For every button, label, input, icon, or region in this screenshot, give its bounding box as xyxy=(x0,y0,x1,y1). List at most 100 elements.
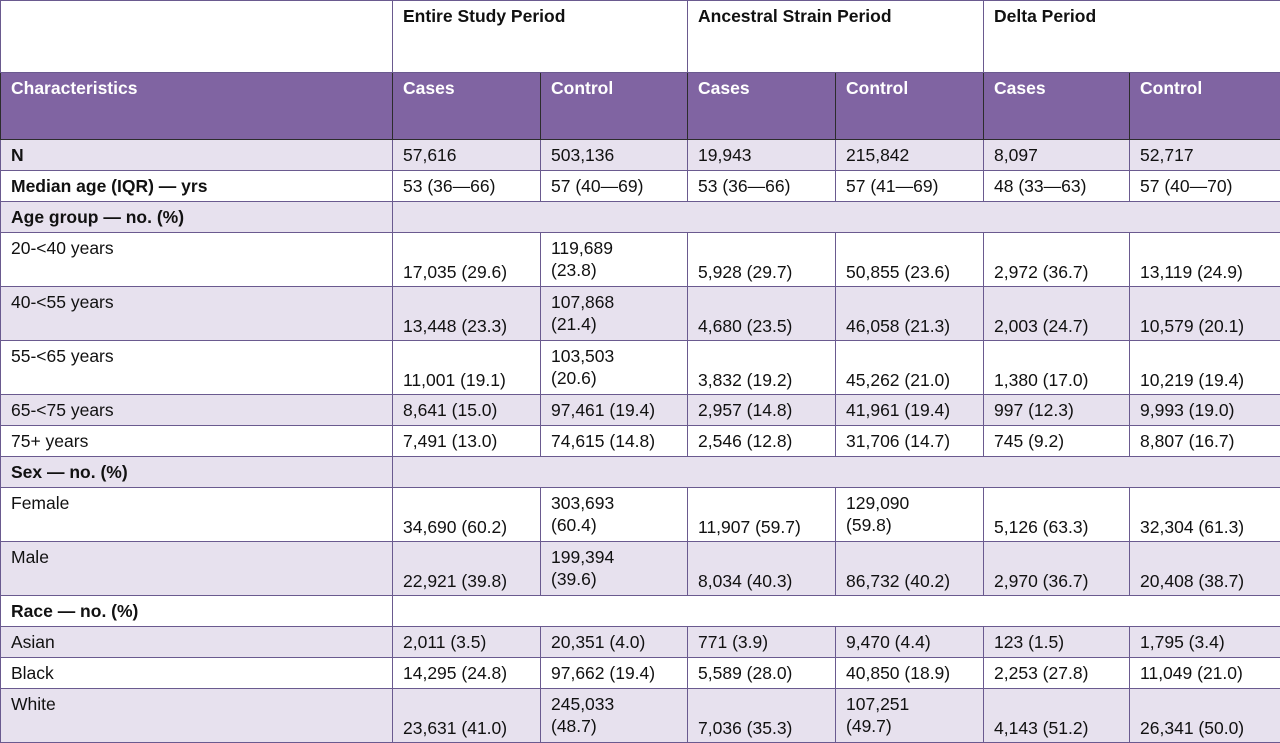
cell-value: 303,693(60.4) xyxy=(541,488,688,542)
cell-value: 20,351 (4.0) xyxy=(541,627,688,658)
table-row-age-40-55: 40-<55 years 13,448 (23.3) 107,868(21.4)… xyxy=(1,287,1280,341)
cell-value: 5,928 (29.7) xyxy=(688,233,836,287)
ancestral-cases-header: Cases xyxy=(688,73,836,140)
table-row-median-age: Median age (IQR) — yrs 53 (36—66) 57 (40… xyxy=(1,171,1280,202)
cell-value: 745 (9.2) xyxy=(984,426,1130,457)
table-row-asian: Asian 2,011 (3.5) 20,351 (4.0) 771 (3.9)… xyxy=(1,627,1280,658)
cell-value: 74,615 (14.8) xyxy=(541,426,688,457)
cell-value: 4,680 (23.5) xyxy=(688,287,836,341)
delta-control-header: Control xyxy=(1130,73,1280,140)
table-row-female: Female 34,690 (60.2) 303,693(60.4) 11,90… xyxy=(1,488,1280,542)
cell-value: 57 (40—70) xyxy=(1130,171,1280,202)
section-filler xyxy=(393,596,1280,627)
cell-value: 4,143 (51.2) xyxy=(984,689,1130,743)
cell-value: 2,253 (27.8) xyxy=(984,658,1130,689)
cell-value: 199,394(39.6) xyxy=(541,542,688,596)
cell-value: 503,136 xyxy=(541,140,688,171)
table-row-black: Black 14,295 (24.8) 97,662 (19.4) 5,589 … xyxy=(1,658,1280,689)
cell-value: 45,262 (21.0) xyxy=(836,341,984,395)
cell-value: 5,126 (63.3) xyxy=(984,488,1130,542)
cell-value: 31,706 (14.7) xyxy=(836,426,984,457)
cell-value: 2,546 (12.8) xyxy=(688,426,836,457)
cell-value: 8,807 (16.7) xyxy=(1130,426,1280,457)
row-label: Asian xyxy=(1,627,393,658)
row-label: 65-<75 years xyxy=(1,395,393,426)
section-row-race: Race — no. (%) xyxy=(1,596,1280,627)
row-label: Female xyxy=(1,488,393,542)
section-filler xyxy=(393,202,1280,233)
section-label: Sex — no. (%) xyxy=(1,457,393,488)
row-label: 75+ years xyxy=(1,426,393,457)
cell-value: 52,717 xyxy=(1130,140,1280,171)
cell-value: 8,641 (15.0) xyxy=(393,395,541,426)
entire-cases-header: Cases xyxy=(393,73,541,140)
table-row-male: Male 22,921 (39.8) 199,394(39.6) 8,034 (… xyxy=(1,542,1280,596)
cell-value: 7,036 (35.3) xyxy=(688,689,836,743)
section-row-age-group: Age group — no. (%) xyxy=(1,202,1280,233)
cell-value: 2,957 (14.8) xyxy=(688,395,836,426)
cell-value: 1,795 (3.4) xyxy=(1130,627,1280,658)
period-ancestral: Ancestral Strain Period xyxy=(688,1,984,73)
cell-value: 5,589 (28.0) xyxy=(688,658,836,689)
cell-value: 123 (1.5) xyxy=(984,627,1130,658)
table-row-age-75-plus: 75+ years 7,491 (13.0) 74,615 (14.8) 2,5… xyxy=(1,426,1280,457)
section-label: Race — no. (%) xyxy=(1,596,393,627)
cell-value: 40,850 (18.9) xyxy=(836,658,984,689)
cell-value: 9,470 (4.4) xyxy=(836,627,984,658)
cell-value: 3,832 (19.2) xyxy=(688,341,836,395)
cell-value: 129,090(59.8) xyxy=(836,488,984,542)
cell-value: 771 (3.9) xyxy=(688,627,836,658)
cell-value: 2,970 (36.7) xyxy=(984,542,1130,596)
row-label: 20-<40 years xyxy=(1,233,393,287)
cell-value: 86,732 (40.2) xyxy=(836,542,984,596)
table-row-age-20-40: 20-<40 years 17,035 (29.6) 119,689(23.8)… xyxy=(1,233,1280,287)
cell-value: 107,868(21.4) xyxy=(541,287,688,341)
cell-value: 26,341 (50.0) xyxy=(1130,689,1280,743)
section-label: Age group — no. (%) xyxy=(1,202,393,233)
row-label: Black xyxy=(1,658,393,689)
cell-value: 215,842 xyxy=(836,140,984,171)
cell-value: 8,097 xyxy=(984,140,1130,171)
table-row-n: N 57,616 503,136 19,943 215,842 8,097 52… xyxy=(1,140,1280,171)
cell-value: 2,003 (24.7) xyxy=(984,287,1130,341)
column-header-row: Characteristics Cases Control Cases Cont… xyxy=(1,73,1280,140)
cell-value: 119,689(23.8) xyxy=(541,233,688,287)
row-label: 40-<55 years xyxy=(1,287,393,341)
period-delta: Delta Period xyxy=(984,1,1280,73)
table-row-white: White 23,631 (41.0) 245,033(48.7) 7,036 … xyxy=(1,689,1280,743)
cell-value: 2,011 (3.5) xyxy=(393,627,541,658)
cell-value: 34,690 (60.2) xyxy=(393,488,541,542)
cell-value: 19,943 xyxy=(688,140,836,171)
cell-value: 48 (33—63) xyxy=(984,171,1130,202)
cell-value: 11,049 (21.0) xyxy=(1130,658,1280,689)
entire-control-header: Control xyxy=(541,73,688,140)
cell-value: 17,035 (29.6) xyxy=(393,233,541,287)
cell-value: 13,448 (23.3) xyxy=(393,287,541,341)
cell-value: 57 (40—69) xyxy=(541,171,688,202)
cell-value: 41,961 (19.4) xyxy=(836,395,984,426)
table-row-age-65-75: 65-<75 years 8,641 (15.0) 97,461 (19.4) … xyxy=(1,395,1280,426)
empty-corner-cell xyxy=(1,1,393,73)
cell-value: 9,993 (19.0) xyxy=(1130,395,1280,426)
cell-value: 997 (12.3) xyxy=(984,395,1130,426)
period-entire: Entire Study Period xyxy=(393,1,688,73)
cell-value: 7,491 (13.0) xyxy=(393,426,541,457)
cell-value: 20,408 (38.7) xyxy=(1130,542,1280,596)
section-filler xyxy=(393,457,1280,488)
cell-value: 53 (36—66) xyxy=(688,171,836,202)
cell-value: 11,907 (59.7) xyxy=(688,488,836,542)
characteristics-header: Characteristics xyxy=(1,73,393,140)
cell-value: 10,579 (20.1) xyxy=(1130,287,1280,341)
table-row-age-55-65: 55-<65 years 11,001 (19.1) 103,503(20.6)… xyxy=(1,341,1280,395)
row-label: Male xyxy=(1,542,393,596)
ancestral-control-header: Control xyxy=(836,73,984,140)
cell-value: 32,304 (61.3) xyxy=(1130,488,1280,542)
row-label: N xyxy=(1,140,393,171)
cell-value: 97,461 (19.4) xyxy=(541,395,688,426)
cell-value: 23,631 (41.0) xyxy=(393,689,541,743)
row-label: 55-<65 years xyxy=(1,341,393,395)
cell-value: 10,219 (19.4) xyxy=(1130,341,1280,395)
row-label: Median age (IQR) — yrs xyxy=(1,171,393,202)
cell-value: 57,616 xyxy=(393,140,541,171)
